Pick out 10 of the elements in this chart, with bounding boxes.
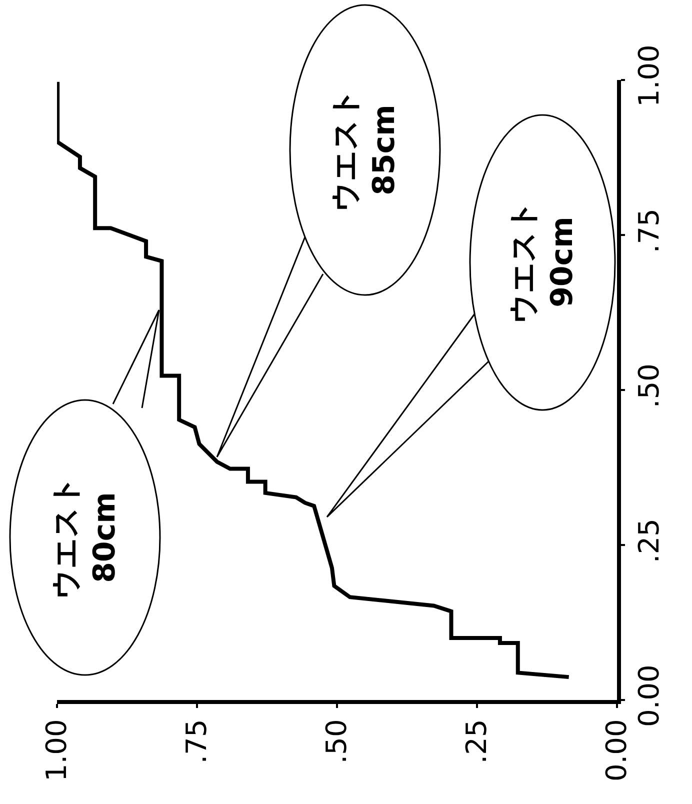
y-tick-label: .75 [632,208,666,254]
annotation: ウエスト 80cm [48,476,122,600]
y-tick-label: .25 [632,518,666,564]
annotation: ウエスト 85cm [328,88,402,212]
x-tick-label: .25 [460,719,494,764]
x-tick-label: 1.00 [40,719,74,782]
y-tick-label: .50 [632,364,666,408]
x-tick-label: .50 [320,719,354,764]
x-tick-label: .75 [180,719,214,764]
y-tick-label: 1.00 [632,44,666,107]
